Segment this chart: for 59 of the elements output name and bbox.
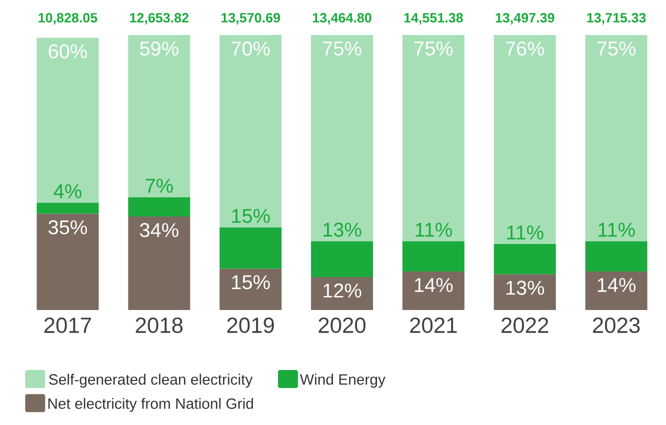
bar bbox=[494, 34, 556, 244]
bar bbox=[36, 214, 99, 310]
data-label: 11% bbox=[598, 222, 635, 237]
bar bbox=[128, 34, 190, 198]
data-label: 34% bbox=[140, 223, 178, 238]
legend-label: Net electricity from Nationl Grid bbox=[48, 398, 253, 412]
data-label: 14% bbox=[598, 278, 636, 292]
bar bbox=[220, 268, 282, 310]
data-label: 75% bbox=[414, 42, 453, 56]
bar bbox=[585, 272, 648, 310]
bar bbox=[36, 38, 99, 203]
data-label: 75% bbox=[323, 42, 362, 56]
x-tick-label: 2021 bbox=[410, 318, 457, 334]
bar bbox=[494, 244, 556, 274]
data-label: 7% bbox=[146, 178, 173, 193]
data-label: 60% bbox=[48, 44, 87, 58]
bar bbox=[311, 277, 374, 310]
text: 12,653.82 bbox=[130, 13, 189, 24]
x-tick-label: 2020 bbox=[318, 318, 366, 334]
x-tick-label: 2023 bbox=[593, 318, 640, 334]
bar bbox=[402, 272, 464, 310]
bar bbox=[494, 274, 556, 310]
data-label: 35% bbox=[48, 220, 87, 234]
data-label: 59% bbox=[140, 42, 178, 56]
data-label: 13% bbox=[324, 222, 362, 237]
bar bbox=[311, 241, 374, 277]
text: 13,715.33 bbox=[587, 13, 646, 24]
data-label: 13% bbox=[506, 280, 544, 295]
data-label: 11% bbox=[416, 222, 452, 237]
data-label: 4% bbox=[54, 184, 82, 198]
x-tick-label: 2022 bbox=[502, 318, 548, 334]
legend-label: Self-generated clean electricity bbox=[49, 374, 253, 388]
text: 14,551.38 bbox=[404, 13, 463, 24]
bar bbox=[128, 216, 190, 310]
data-label: 14% bbox=[415, 278, 453, 292]
bar bbox=[220, 228, 282, 269]
data-label: 76% bbox=[506, 42, 544, 56]
x-tick-label: 2019 bbox=[227, 318, 274, 334]
bar bbox=[311, 34, 374, 242]
x-tick-label: 2018 bbox=[136, 318, 183, 334]
text: 13,464.80 bbox=[312, 13, 372, 24]
bar bbox=[220, 34, 282, 228]
data-label: 70% bbox=[232, 42, 270, 56]
bar bbox=[585, 241, 648, 272]
text: 13,570.69 bbox=[222, 13, 280, 24]
bar bbox=[402, 241, 464, 272]
bar bbox=[402, 34, 464, 242]
bar bbox=[128, 197, 190, 216]
x-tick-label: 2017 bbox=[44, 318, 91, 334]
data-label: 75% bbox=[597, 42, 636, 56]
legend-label: Wind Energy bbox=[300, 374, 386, 388]
text: 13,497.39 bbox=[496, 13, 554, 24]
bar bbox=[585, 34, 648, 242]
bar bbox=[36, 202, 99, 214]
data-label: 11% bbox=[507, 226, 544, 240]
data-label: 12% bbox=[324, 284, 362, 298]
data-label: 15% bbox=[232, 275, 270, 290]
text: 10,828.05 bbox=[38, 13, 98, 24]
data-label: 15% bbox=[232, 208, 270, 223]
